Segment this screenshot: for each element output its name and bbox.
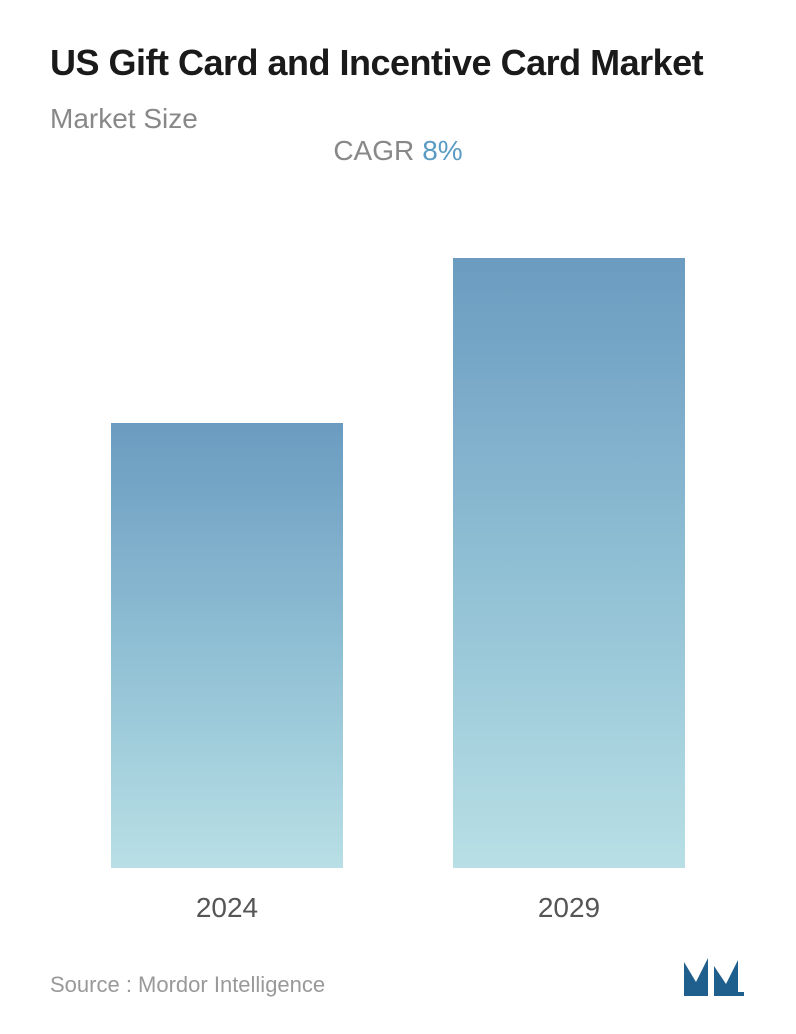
cagr-indicator: CAGR 8% bbox=[50, 135, 746, 167]
cagr-label: CAGR bbox=[333, 135, 414, 166]
bar-group: 2029 bbox=[453, 258, 685, 924]
mordor-logo-icon bbox=[682, 954, 746, 998]
chart-title: US Gift Card and Incentive Card Market bbox=[50, 40, 746, 85]
bar-2024 bbox=[111, 423, 343, 868]
bar-2029 bbox=[453, 258, 685, 868]
bar-label: 2024 bbox=[196, 892, 258, 924]
chart-container: US Gift Card and Incentive Card Market M… bbox=[0, 0, 796, 1034]
bar-chart: 2024 2029 bbox=[50, 187, 746, 934]
cagr-value: 8% bbox=[422, 135, 462, 166]
chart-subtitle: Market Size bbox=[50, 103, 746, 135]
chart-footer: Source : Mordor Intelligence bbox=[50, 934, 746, 1004]
source-attribution: Source : Mordor Intelligence bbox=[50, 972, 325, 998]
bar-group: 2024 bbox=[111, 423, 343, 924]
bar-label: 2029 bbox=[538, 892, 600, 924]
